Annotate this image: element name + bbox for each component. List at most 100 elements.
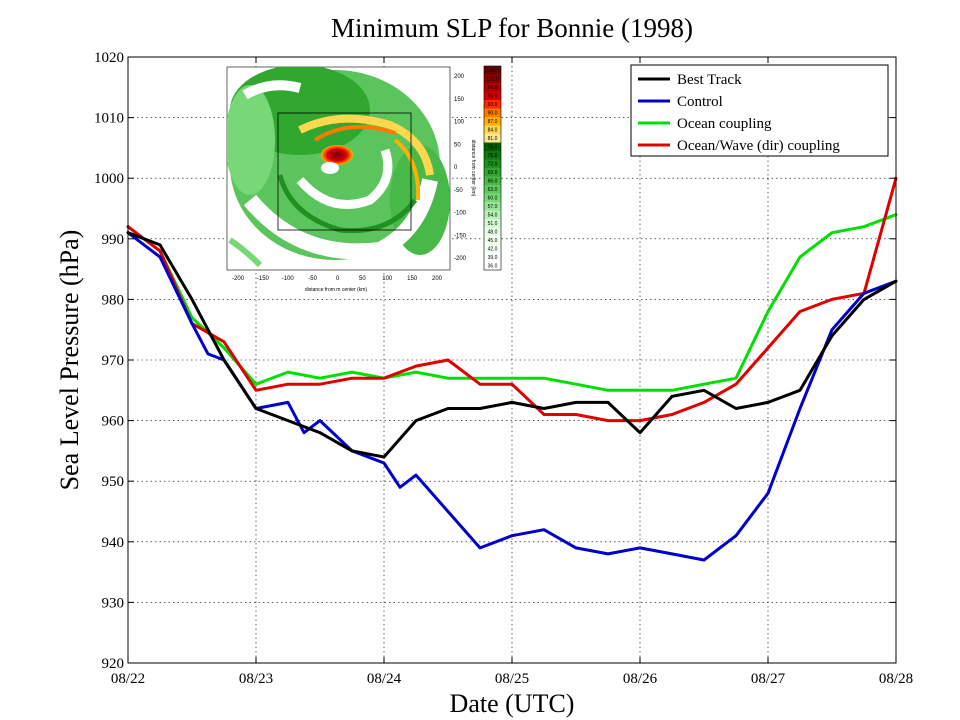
- x-tick-label: 08/28: [879, 671, 913, 687]
- axis-ticks: 08/22 08/23 08/24 08/25 08/26 08/27 08/28 920 93…: [94, 50, 913, 687]
- y-tick-label: 940: [102, 535, 125, 551]
- inset-field: [227, 67, 450, 268]
- legend-label: Ocean/Wave (dir) coupling: [677, 138, 840, 154]
- x-tick-label: 08/27: [751, 671, 786, 687]
- inset-x-tick-label: -150: [257, 276, 270, 282]
- legend-box: [630, 64, 889, 157]
- inset-y-label: distance from center (km): [470, 140, 476, 197]
- inset-x-tick-label: -50: [308, 276, 317, 282]
- colorbar-label: 96.0: [488, 93, 498, 99]
- colorbar-label: 69.0: [488, 170, 498, 176]
- legend-label: Ocean coupling: [677, 116, 772, 132]
- inset-y-tick-label: -50: [454, 188, 463, 194]
- y-tick-label: 960: [102, 414, 125, 430]
- y-tick-label: 990: [102, 232, 125, 248]
- x-axis-label: Date (UTC): [450, 689, 575, 718]
- colorbar-label: 78.0: [488, 144, 498, 150]
- colorbar-label: 81.0: [488, 136, 498, 142]
- inset-y-tick-label: 150: [454, 97, 465, 103]
- series-line-best-track: [126, 231, 898, 459]
- colorbar-swatch: [484, 193, 501, 203]
- series-lines: [126, 176, 898, 562]
- x-tick-label: 08/25: [495, 671, 529, 687]
- legend-label: Control: [677, 94, 723, 110]
- y-axis-label: Sea Level Pressure (hPa): [55, 230, 84, 491]
- y-tick-label: 1000: [94, 171, 124, 187]
- inset-y-tick-label: 0: [454, 165, 458, 171]
- inset-y-tick-label: 50: [454, 142, 461, 148]
- inset-y-tick-label: -200: [454, 256, 467, 262]
- colorbar-swatch: [484, 185, 501, 194]
- legend: Best Track Control Ocean coupling Ocean/Wav…: [630, 64, 889, 157]
- inset-ticks: -200 -150 -100 -50 0 50 100 150 200 200 150 100 50 0 -…: [232, 74, 467, 282]
- colorbar-swatch: [484, 91, 501, 101]
- colorbar-swatch: [484, 100, 501, 109]
- inset-x-tick-label: -100: [282, 276, 295, 282]
- colorbar-swatch: [484, 210, 501, 220]
- colorbar-swatch: [484, 125, 501, 135]
- colorbar-label: 42.0: [488, 246, 498, 252]
- colorbar-swatch: [484, 219, 501, 228]
- inset-box: [277, 112, 412, 231]
- inset-y-tick-label: -100: [454, 211, 467, 217]
- colorbar-label: 87.0: [488, 119, 498, 125]
- colorbar-label: 57.0: [488, 204, 498, 210]
- colorbar-label: 93.0: [488, 102, 498, 108]
- colorbar-swatch: [484, 168, 501, 177]
- y-tick-label: 1020: [94, 50, 124, 66]
- colorbar-label: 99.0: [488, 85, 498, 91]
- colorbar-swatch: [484, 236, 501, 245]
- colorbar-swatch: [484, 261, 501, 271]
- series-line-ocean-coupling: [126, 213, 898, 392]
- x-tick-label: 08/23: [239, 671, 273, 687]
- inset-y-tick-label: -150: [454, 233, 467, 239]
- y-tick-label: 950: [102, 474, 125, 490]
- inset-y-tick-label: 200: [454, 74, 465, 80]
- x-tick-label: 08/22: [111, 671, 145, 687]
- colorbar-swatch: [484, 176, 501, 186]
- colorbar-swatch: [484, 253, 501, 262]
- colorbar-label: 60.0: [488, 195, 498, 201]
- colorbar-label: 90.0: [488, 110, 498, 116]
- colorbar-label: 48.0: [488, 229, 498, 235]
- colorbar-label: 63.0: [488, 187, 498, 193]
- colorbar-label: 105.0: [486, 68, 499, 74]
- inset-image: -200 -150 -100 -50 0 50 100 150 200 200 150 100 50 0 -…: [226, 65, 502, 293]
- colorbar-label: 102.0: [486, 76, 499, 82]
- colorbar-swatch: [484, 244, 501, 254]
- inset-x-tick-label: 0: [336, 276, 340, 282]
- inset-colorbar: 105.0 102.0 99.0 96.0 93.0 90.0 87.0 84.0 81.0 78…: [483, 65, 502, 271]
- inset-x-tick-label: 100: [382, 276, 393, 282]
- colorbar-swatch: [484, 151, 501, 160]
- chart-title: Minimum SLP for Bonnie (1998): [331, 13, 693, 43]
- colorbar-label: 66.0: [488, 178, 498, 184]
- colorbar-label: 39.0: [488, 255, 498, 261]
- colorbar-swatch: [484, 159, 501, 169]
- colorbar-label: 72.0: [488, 161, 498, 167]
- series-line-ocean-wave-dir-coupling: [126, 176, 898, 423]
- colorbar-label: 51.0: [488, 221, 498, 227]
- colorbar-swatch: [484, 66, 501, 75]
- y-tick-label: 980: [102, 292, 125, 308]
- x-tick-label: 08/26: [623, 671, 658, 687]
- colorbar-swatch: [484, 227, 501, 237]
- colorbar-swatch: [484, 74, 501, 84]
- y-tick-label: 930: [102, 595, 125, 611]
- inset-x-tick-label: 150: [407, 276, 418, 282]
- inset-x-label: distance from m center (km): [305, 287, 368, 293]
- x-tick-label: 08/24: [367, 671, 402, 687]
- colorbar-label: 75.0: [488, 153, 498, 159]
- colorbar-label: 36.0: [488, 263, 498, 269]
- colorbar-swatch: [484, 202, 501, 211]
- grid-lines: [128, 57, 896, 663]
- inset-x-tick-label: 50: [359, 276, 366, 282]
- inset-y-tick-label: 100: [454, 120, 465, 126]
- y-tick-label: 920: [102, 656, 125, 672]
- colorbar-swatch: [484, 142, 501, 152]
- colorbar-frame: [483, 65, 502, 271]
- inset-x-tick-label: 200: [432, 276, 443, 282]
- inset-x-tick-label: -200: [232, 276, 245, 282]
- legend-label: Best Track: [677, 72, 742, 88]
- colorbar-swatch: [484, 83, 501, 92]
- colorbar-swatch: [484, 108, 501, 118]
